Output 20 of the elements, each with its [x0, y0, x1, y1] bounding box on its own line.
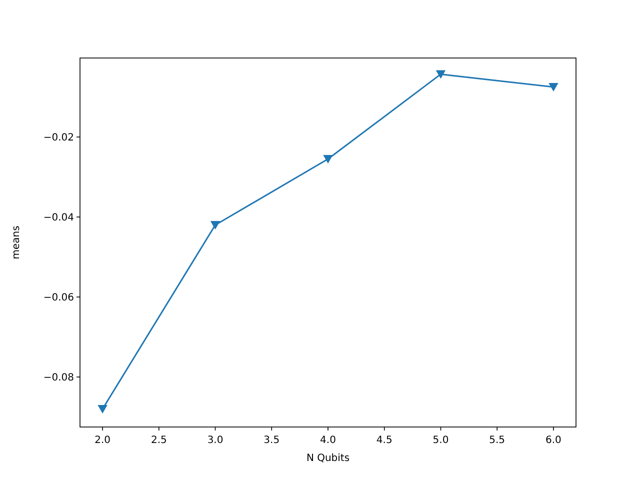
x-tick-label: 3.0 — [207, 435, 224, 446]
y-tick-label: −0.08 — [43, 372, 74, 384]
point — [324, 155, 332, 163]
x-tick-label: 2.5 — [150, 435, 167, 446]
point — [548, 83, 558, 91]
x-tick-label: 4.0 — [320, 435, 336, 446]
point — [436, 70, 446, 78]
x-tick-label: 4.5 — [376, 435, 392, 446]
point — [210, 221, 220, 229]
y-tick-label: −0.02 — [43, 132, 74, 144]
x-tick-label: 3.5 — [264, 435, 280, 446]
y-axis-title: means — [11, 226, 22, 260]
x-tick-label: 2.0 — [94, 435, 110, 446]
x-tick-label: 6.0 — [546, 435, 562, 446]
point — [98, 405, 108, 413]
x-tick-label: 5.5 — [489, 435, 506, 446]
x-axis-title: N Qubits — [306, 453, 350, 464]
y-tick-label: −0.04 — [43, 212, 74, 224]
y-tick-label: −0.06 — [43, 292, 74, 304]
x-tick-label: 5.0 — [432, 435, 449, 446]
